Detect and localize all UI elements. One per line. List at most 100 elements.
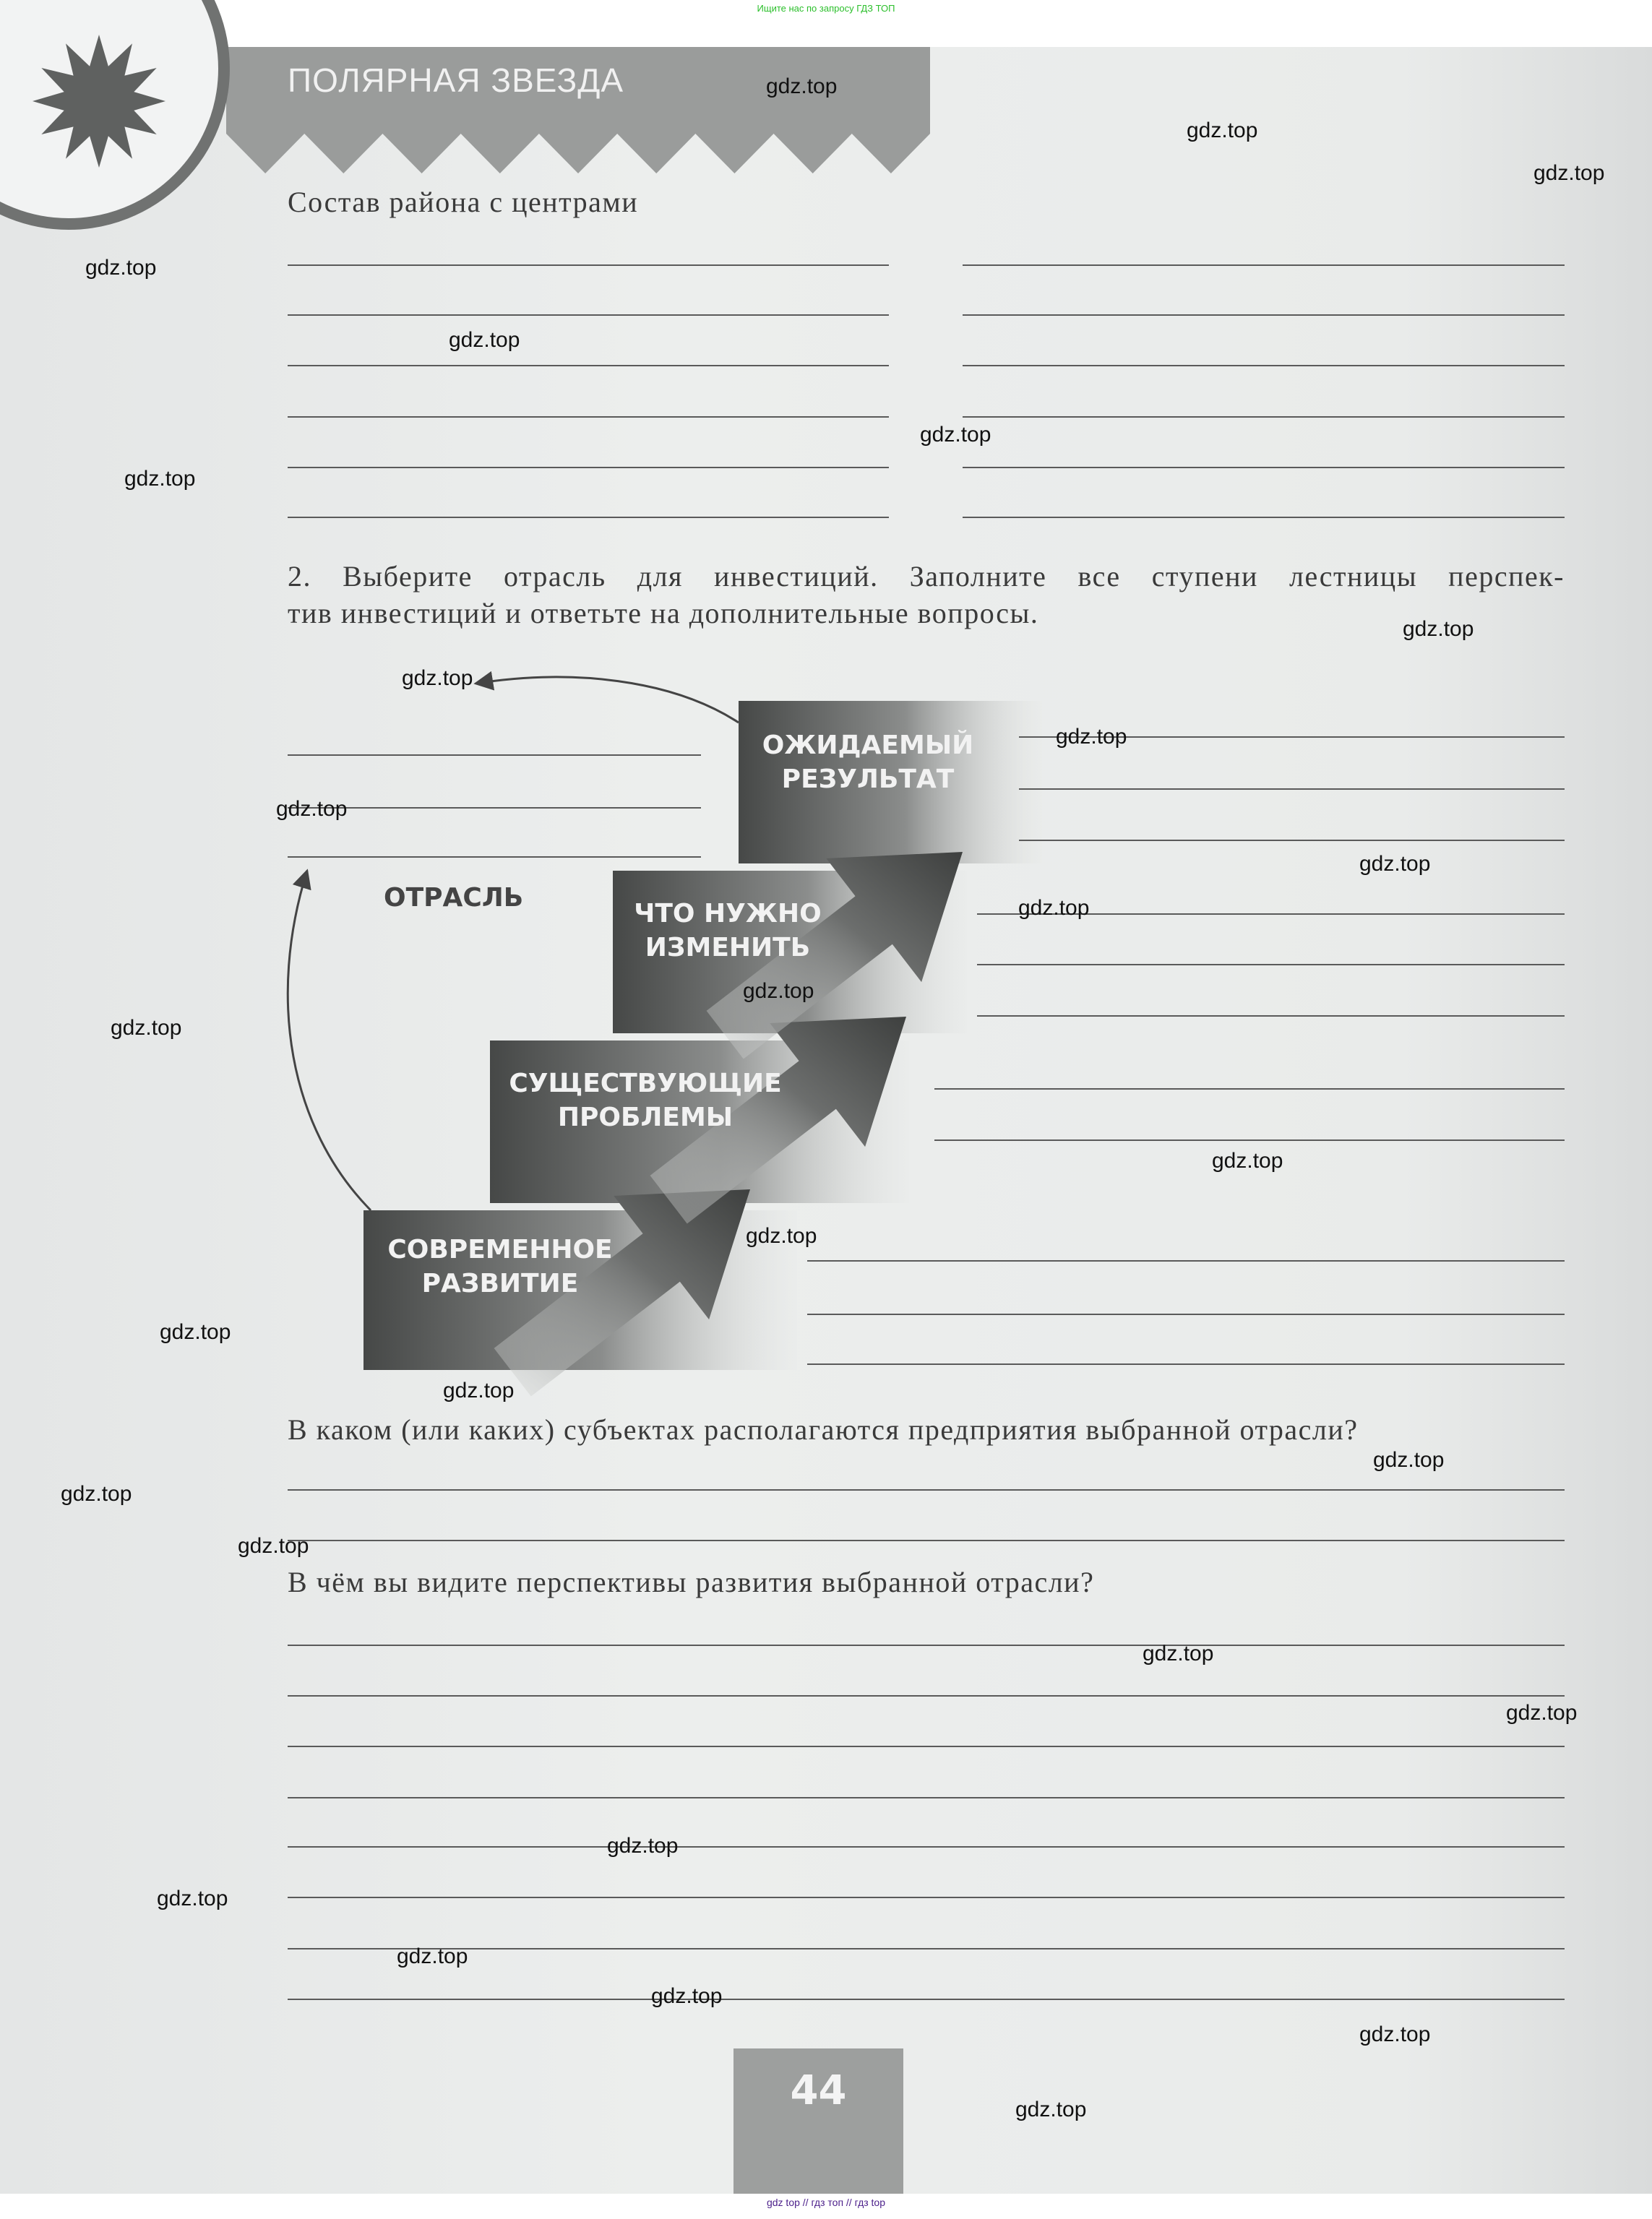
- answer-line[interactable]: [288, 856, 701, 858]
- watermark-text: gdz.top: [1212, 1149, 1283, 1173]
- step-label-line: РАЗВИТИЕ: [421, 1269, 579, 1298]
- question-subjects: В каком (или каких) субъектах располагаю…: [288, 1413, 1359, 1446]
- step-expected-result: ОЖИДАЕМЫЙ РЕЗУЛЬТАТ: [762, 728, 974, 796]
- watermark-text: gdz.top: [1359, 2022, 1431, 2046]
- watermark-text: gdz.top: [276, 797, 348, 821]
- answer-line[interactable]: [977, 1015, 1565, 1017]
- answer-line[interactable]: [288, 807, 701, 809]
- step-label-line: ИЗМЕНИТЬ: [645, 933, 811, 962]
- answer-line[interactable]: [977, 913, 1565, 915]
- answer-line[interactable]: [288, 365, 889, 366]
- answer-line[interactable]: [288, 517, 889, 518]
- answer-line[interactable]: [1019, 840, 1565, 841]
- watermark-text: gdz.top: [1506, 1701, 1578, 1725]
- answer-line[interactable]: [963, 314, 1565, 316]
- answer-line[interactable]: [288, 264, 889, 266]
- watermark-text: gdz.top: [402, 666, 473, 690]
- answer-line[interactable]: [288, 314, 889, 316]
- watermark-text: gdz.top: [449, 328, 520, 352]
- answer-line[interactable]: [977, 964, 1565, 965]
- step-existing-problems: СУЩЕСТВУЮЩИЕ ПРОБЛЕМЫ: [509, 1067, 781, 1134]
- answer-line[interactable]: [963, 517, 1565, 518]
- watermark-text: gdz.top: [157, 1887, 228, 1910]
- answer-line[interactable]: [963, 416, 1565, 418]
- task2-line1: 2. Выберите отрасль для инвестиций. Запо…: [288, 560, 1565, 593]
- branch-label: ОТРАСЛЬ: [384, 883, 524, 913]
- polar-star-icon: [33, 35, 165, 168]
- watermark-text: gdz.top: [1018, 896, 1090, 920]
- answer-line[interactable]: [288, 416, 889, 418]
- answer-line[interactable]: [1019, 736, 1565, 738]
- watermark-text: gdz.top: [607, 1834, 679, 1858]
- step-label-line: ПРОБЛЕМЫ: [557, 1103, 733, 1132]
- answer-line[interactable]: [288, 1746, 1565, 1747]
- question-prospects: В чём вы видите перспективы развития выб…: [288, 1566, 1095, 1598]
- answer-line[interactable]: [288, 1695, 1565, 1697]
- task2-line2: тив инвестиций и ответьте на дополнитель…: [288, 597, 1039, 629]
- step-label-line: СОВРЕМЕННОЕ: [387, 1235, 613, 1264]
- step-box-4: [739, 701, 1042, 863]
- answer-line[interactable]: [288, 754, 701, 756]
- step-label-line: ОЖИДАЕМЫЙ: [762, 731, 974, 760]
- answer-line[interactable]: [288, 1999, 1565, 2000]
- watermark-text: gdz.top: [1403, 617, 1474, 641]
- investment-ladder-diagram: [363, 701, 1042, 1397]
- page-number: 44: [790, 2067, 847, 2114]
- watermark-text: gdz.top: [160, 1320, 231, 1344]
- step-what-to-change: ЧТО НУЖНО ИЗМЕНИТЬ: [634, 897, 821, 965]
- watermark-text: gdz.top: [238, 1534, 309, 1558]
- watermark-text: gdz.top: [61, 1482, 132, 1506]
- watermark-text: gdz.top: [1187, 119, 1258, 142]
- watermark-text: gdz.top: [743, 979, 814, 1003]
- watermark-text: gdz.top: [1056, 725, 1127, 749]
- step-label-line: СУЩЕСТВУЮЩИЕ: [509, 1069, 782, 1098]
- series-title: ПОЛЯРНАЯ ЗВЕЗДА: [288, 61, 624, 99]
- answer-line[interactable]: [807, 1363, 1565, 1365]
- watermark-text: gdz.top: [85, 256, 157, 280]
- step-label-line: ЧТО НУЖНО: [634, 899, 822, 928]
- header-zigzag-band: [226, 47, 930, 173]
- answer-line[interactable]: [288, 1645, 1565, 1646]
- watermark-text: gdz.top: [766, 74, 838, 98]
- answer-line[interactable]: [288, 1797, 1565, 1798]
- watermark-text: gdz.top: [443, 1379, 515, 1403]
- cycle-arrow-top: [473, 671, 739, 724]
- watermark-text: gdz.top: [920, 423, 991, 447]
- watermark-text: gdz.top: [397, 1944, 468, 1968]
- watermark-text: gdz.top: [651, 1984, 723, 2008]
- watermark-text: gdz.top: [1533, 161, 1605, 185]
- step-arrow-3: [706, 852, 963, 1059]
- answer-line[interactable]: [1019, 788, 1565, 790]
- step-arrow-2: [650, 1017, 906, 1224]
- answer-line[interactable]: [934, 1088, 1565, 1090]
- watermark-text: gdz.top: [746, 1224, 817, 1248]
- watermark-text: gdz.top: [1359, 852, 1431, 876]
- watermark-text: gdz.top: [111, 1016, 182, 1040]
- watermark-text: gdz.top: [1143, 1642, 1214, 1666]
- answer-line[interactable]: [963, 365, 1565, 366]
- answer-line[interactable]: [288, 1897, 1565, 1898]
- footer-watermark-note: gdz top // гдз топ // гдз top: [766, 2197, 886, 2208]
- top-watermark-note: Ищите нас по запросу ГДЗ ТОП: [757, 3, 895, 14]
- answer-line[interactable]: [963, 264, 1565, 266]
- answer-line[interactable]: [807, 1314, 1565, 1315]
- answer-line[interactable]: [288, 1540, 1565, 1541]
- composition-label: Состав района с центрами: [288, 186, 639, 218]
- answer-line[interactable]: [288, 1846, 1565, 1848]
- watermark-text: gdz.top: [124, 467, 196, 491]
- watermark-text: gdz.top: [1373, 1448, 1445, 1472]
- step-current-development: СОВРЕМЕННОЕ РАЗВИТИЕ: [387, 1233, 612, 1301]
- answer-line[interactable]: [934, 1139, 1565, 1141]
- answer-line[interactable]: [288, 467, 889, 468]
- cycle-arrow-left: [286, 869, 372, 1212]
- answer-line[interactable]: [288, 1489, 1565, 1491]
- answer-line[interactable]: [963, 467, 1565, 468]
- answer-line[interactable]: [807, 1260, 1565, 1262]
- page-number-box: 44: [733, 2048, 903, 2194]
- step-label-line: РЕЗУЛЬТАТ: [781, 764, 955, 794]
- watermark-text: gdz.top: [1015, 2098, 1087, 2121]
- answer-line[interactable]: [288, 1948, 1565, 1949]
- header-band: [0, 0, 930, 230]
- step-arrow-1: [494, 1189, 750, 1397]
